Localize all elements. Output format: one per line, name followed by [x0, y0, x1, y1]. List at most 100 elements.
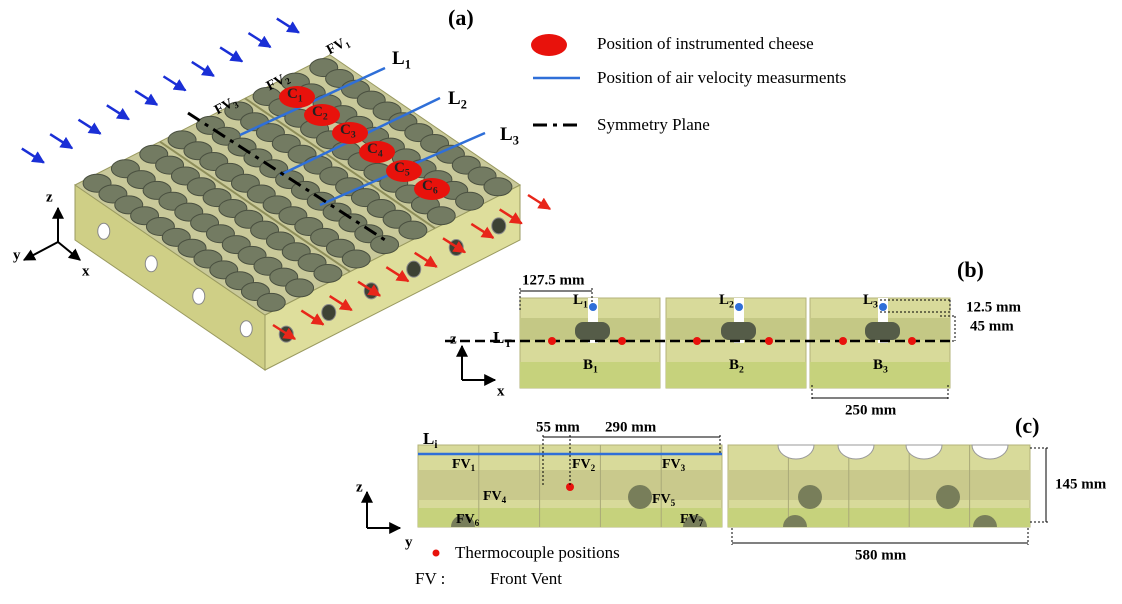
inflow-arrow: [22, 149, 44, 163]
box-label-base: B: [873, 357, 883, 373]
thermocouple-point: [548, 337, 556, 345]
panel-label: (b): [957, 257, 984, 282]
dimension-label: 250 mm: [845, 402, 897, 418]
legend-cheese-icon: [531, 34, 567, 56]
thermocouple-point: [839, 337, 847, 345]
dimension-label: 127.5 mm: [522, 272, 585, 288]
box-label-sub: 1: [593, 365, 598, 376]
cheese-label-base: C: [340, 122, 351, 138]
line-label-base: L: [573, 292, 583, 308]
cheese-label-sub: 5: [405, 168, 410, 179]
inflow-arrow: [220, 47, 242, 61]
thermocouple-point: [765, 337, 773, 345]
panel-label: (a): [448, 5, 474, 30]
line-label-base: L: [392, 48, 405, 69]
thermocouple-point: [618, 337, 626, 345]
vent-label-sub: 2: [591, 463, 596, 473]
vent-hole: [492, 218, 506, 234]
box-hole: [721, 322, 756, 340]
box-band: [728, 470, 1030, 500]
axis-label: y: [405, 534, 413, 550]
dimension-label: 45 mm: [970, 318, 1014, 334]
vent-hole: [98, 223, 110, 239]
vent-label-base: FV: [662, 457, 681, 472]
axis-label: y: [13, 247, 21, 263]
cheese: [314, 264, 342, 282]
line-label: Li: [423, 429, 437, 451]
thermocouple-point: [908, 337, 916, 345]
line-label-base: L: [863, 292, 873, 308]
velocity-point: [735, 303, 743, 311]
vent-label-base: FV: [680, 512, 699, 527]
vent-hole: [322, 305, 336, 321]
velocity-point: [879, 303, 887, 311]
outflow-arrow: [528, 195, 550, 209]
inflow-arrow: [163, 76, 185, 90]
inflow-arrow: [135, 91, 157, 105]
vent-hole: [798, 485, 822, 509]
cheese: [342, 250, 370, 268]
line-label-base: L: [719, 292, 729, 308]
box-hole: [865, 322, 900, 340]
line-label: L2: [448, 88, 467, 111]
vent-label-sub: 3: [681, 463, 686, 473]
figure: Position of instrumented cheese Position…: [0, 0, 1122, 604]
dimension-label: 580 mm: [855, 547, 907, 563]
line-label: L3: [863, 292, 878, 310]
axis-label: z: [46, 189, 53, 205]
vent-label-base: FV: [572, 457, 591, 472]
vent-hole: [407, 261, 421, 277]
dimension-label: 55 mm: [536, 419, 580, 435]
vent-hole: [240, 321, 252, 337]
cheese-label-base: C: [394, 160, 405, 176]
vent-label-base: FV: [452, 457, 471, 472]
axis-label: z: [450, 331, 457, 347]
line-label-sub: 1: [405, 58, 411, 72]
vent-label-sub: 1: [471, 463, 476, 473]
box-label-sub: 2: [739, 365, 744, 376]
axis-label: x: [497, 383, 505, 399]
inflow-arrow: [277, 19, 299, 33]
cheese: [456, 192, 484, 210]
inflow-arrow: [50, 134, 72, 148]
line-label-sub: 2: [461, 98, 467, 112]
velocity-point: [589, 303, 597, 311]
thermocouple-point: [693, 337, 701, 345]
legend-text: Symmetry Plane: [597, 115, 710, 134]
cheese: [484, 178, 512, 196]
cheese: [286, 279, 314, 297]
line-label-sub: 1: [583, 300, 588, 311]
box-hole: [575, 322, 610, 340]
vent-label-sub: 6: [475, 518, 480, 528]
plane-label-sub: T: [504, 338, 512, 350]
axis-label: x: [82, 263, 90, 279]
note-text: Front Vent: [490, 569, 562, 588]
box-label-sub: 3: [883, 365, 888, 376]
dimension-label: 145 mm: [1055, 476, 1107, 492]
vent-label-sub: 7: [699, 518, 704, 528]
dimension-label: 12.5 mm: [966, 299, 1021, 315]
plane-label-base: L: [493, 328, 504, 347]
inflow-arrow: [248, 33, 270, 47]
inflow-arrow: [107, 105, 129, 119]
line-label-base: L: [500, 124, 513, 145]
line-label-sub: 3: [513, 134, 519, 148]
cheese-label-base: C: [422, 178, 433, 194]
cheese: [399, 221, 427, 239]
line-label: L1: [573, 292, 588, 310]
cheese-label-sub: 3: [351, 130, 356, 141]
axis-arrow: [24, 242, 58, 260]
vent-label-sub: 5: [671, 498, 676, 508]
cheese-label-base: C: [367, 141, 378, 157]
line-label-sub: 2: [729, 300, 734, 311]
cheese: [257, 293, 285, 311]
line-label-base: L: [423, 429, 434, 448]
cheese-label-sub: 1: [298, 94, 303, 105]
legend-text: Position of air velocity measurments: [597, 68, 846, 87]
inflow-arrow: [78, 120, 100, 134]
note-dot: [433, 550, 440, 557]
vent-label-base: FV: [652, 492, 671, 507]
dimension-label: 290 mm: [605, 419, 657, 435]
axis-label: z: [356, 479, 363, 495]
vent-label-sub: 4: [502, 495, 507, 505]
